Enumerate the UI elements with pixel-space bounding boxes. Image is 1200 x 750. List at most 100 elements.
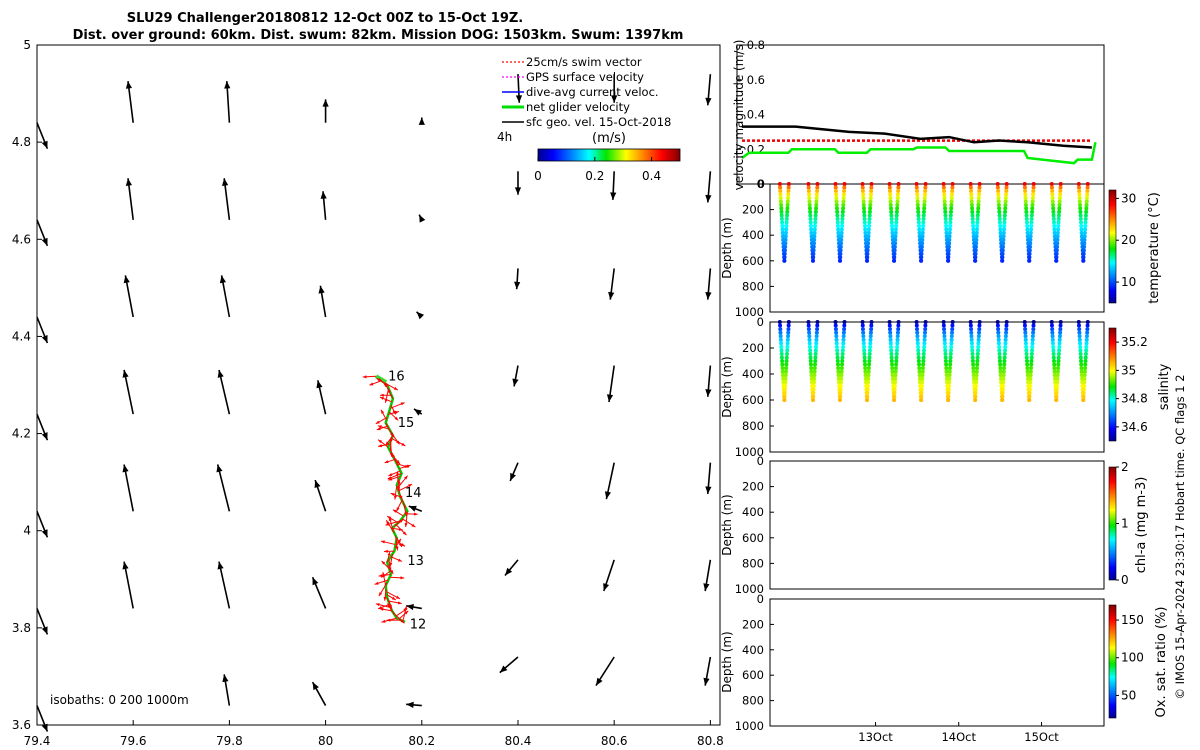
salinity-point [1082,376,1087,381]
current-vector [705,268,712,300]
temperature-point [784,220,789,225]
current-vector [703,656,712,686]
salinity-point [887,320,892,324]
temperature-point [811,255,816,260]
temperature-point [950,192,955,197]
temperature-point [814,199,819,204]
temperature-point [974,230,979,235]
salinity-point [974,369,979,374]
map-y-tick-label: 3.8 [12,621,31,635]
salinity-point [1028,380,1033,385]
oxygen-y-tick-label: 0 [757,592,764,606]
temperature-point [779,202,784,207]
temperature-point [974,237,979,242]
salinity-point [835,362,840,367]
temperature-point [809,230,814,235]
salinity-point [996,341,1001,346]
temperature-point [977,185,982,190]
temperature-y-tick-label: 600 [742,254,764,268]
temperature-point [977,192,982,197]
temperature-point [975,216,980,221]
swim-vector [391,437,406,447]
temperature-point [1025,230,1030,235]
temperature-point [785,199,790,204]
salinity-point [976,344,981,349]
current-vector [705,462,712,494]
salinity-point [842,327,847,332]
temperature-point [975,220,980,225]
salinity-point [861,344,866,349]
temperature-point [1029,227,1034,232]
temperature-point [915,199,920,204]
swim-vector-head [374,581,379,585]
velocity-series-net-glider-velocity [741,142,1097,165]
temperature-point [976,199,981,204]
salinity-point [1023,341,1028,346]
temperature-point [976,206,981,211]
velocity-series-current [742,125,1092,149]
salinity-point [1030,341,1035,346]
temperature-point [943,220,948,225]
salinity-point [917,373,922,378]
salinity-point [997,355,1002,360]
salinity-point [893,373,898,378]
swim-vector [398,483,413,492]
temperature-point [1002,227,1007,232]
temperature-point [1085,192,1090,197]
oxygen-y-tick-label: 400 [742,643,764,657]
current-vector-head [611,95,618,103]
salinity-point [1023,334,1028,339]
temperature-point [976,202,981,207]
temperature-point [893,230,898,235]
current-vector-head [416,311,425,320]
temperature-point [862,213,867,218]
salinity-point [810,398,815,402]
salinity-point [1031,330,1036,335]
temperature-point [840,209,845,214]
swim-vector-head [362,375,367,379]
swim-vector-head [377,425,382,429]
temperature-point [977,182,982,186]
salinity-point [839,380,844,385]
salinity-point [783,376,788,381]
salinity-point [976,334,981,339]
current-vector [122,464,134,512]
salinity-point [863,373,868,378]
swim-vector-head [401,543,405,547]
temperature-point [1084,209,1089,214]
oxygen-axes [769,598,1105,727]
temperature-point [834,206,839,211]
salinity-point [1051,344,1056,349]
temperature-point [1076,182,1081,186]
swim-vector-head [381,560,386,565]
temperature-point [1002,223,1007,228]
temperature-point [785,213,790,218]
swim-vector [377,425,390,430]
temperature-point [974,234,979,239]
salinity-point [1055,373,1060,378]
temperature-point [973,258,978,263]
temperature-point [813,216,818,221]
temperature-point [811,251,816,256]
oxygen-colorbar [1108,604,1117,719]
temperature-point [1003,206,1008,211]
swim-vector [388,600,402,605]
salinity-point [970,348,975,353]
temperature-point [1029,213,1034,218]
salinity-point [836,369,841,374]
salinity-point [1084,344,1089,349]
salinity-point [786,330,791,335]
temperature-point [839,227,844,232]
temperature-point [998,223,1003,228]
salinity-point [915,337,920,342]
temperature-point [944,227,949,232]
temperature-point [887,188,892,193]
temperature-point [806,185,811,190]
salinity-colorbar-tick-label: 35 [1121,363,1136,377]
salinity-point [888,337,893,342]
salinity-point [786,327,791,332]
temperature-point [785,209,790,214]
temperature-point [841,195,846,200]
swim-vector [393,519,404,527]
temperature-point [1057,202,1062,207]
